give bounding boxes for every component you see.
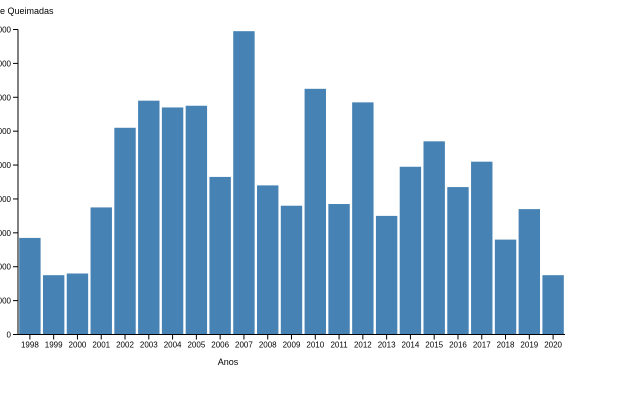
x-tick-label: 1998	[21, 341, 39, 350]
bar-2012	[352, 102, 374, 335]
x-tick-label: 2018	[497, 341, 515, 350]
bar-2001	[90, 207, 112, 335]
x-tick-label: 1999	[45, 341, 63, 350]
bar-2007	[233, 31, 255, 335]
y-tick-label: 000	[0, 26, 12, 35]
y-axis: 0000000000000000000000000000	[0, 26, 19, 340]
bar-2000	[66, 273, 89, 335]
x-tick-label: 2019	[520, 341, 538, 350]
bar-2011	[328, 204, 350, 335]
x-tick-label: 2004	[164, 341, 182, 350]
bar-2006	[209, 176, 231, 335]
x-tick-label: 2016	[449, 341, 467, 350]
y-tick-label: 000	[0, 161, 12, 170]
y-tick-label: 000	[0, 93, 12, 102]
y-tick-label: 000	[0, 127, 12, 136]
bars-group	[19, 31, 564, 335]
bar-2015	[423, 141, 445, 335]
y-tick-label: 000	[0, 297, 12, 306]
y-tick-label: 0	[7, 331, 12, 340]
x-tick-label: 2015	[425, 341, 443, 350]
x-tick-label: 2014	[402, 341, 420, 350]
x-tick-label: 2008	[259, 341, 277, 350]
y-tick-label: 000	[0, 263, 12, 272]
y-tick-label: 000	[0, 229, 12, 238]
x-tick-label: 2006	[211, 341, 229, 350]
x-tick-label: 2010	[306, 341, 324, 350]
bar-2004	[161, 107, 184, 335]
bar-2005	[185, 105, 208, 335]
x-tick-label: 2007	[235, 341, 253, 350]
bar-2009	[280, 205, 303, 335]
bar-2020	[542, 275, 564, 335]
bar-2002	[114, 127, 136, 335]
bar-2019	[518, 209, 541, 335]
bar-2014	[399, 166, 422, 335]
bar-2017	[471, 161, 493, 335]
bar-2016	[447, 187, 469, 335]
x-tick-label: 2011	[330, 341, 348, 350]
bar-2008	[257, 185, 279, 335]
x-tick-label: 2005	[187, 341, 205, 350]
bar-1999	[42, 275, 65, 335]
x-tick-label: 2003	[140, 341, 158, 350]
bar-2010	[304, 88, 326, 335]
bar-2018	[494, 239, 517, 335]
x-tick-label: 2000	[69, 341, 87, 350]
x-tick-label: 2009	[283, 341, 301, 350]
y-axis-title: e Queimadas	[0, 6, 54, 16]
y-tick-label: 000	[0, 195, 12, 204]
x-axis-title: Anos	[218, 357, 239, 367]
x-tick-label: 2001	[92, 341, 110, 350]
bar-1998	[19, 237, 41, 335]
x-axis: 1998 1999 2000 2001 2002 2003 2004 2005 2006 2007…	[18, 334, 565, 350]
y-tick-label: 000	[0, 59, 12, 68]
x-tick-label: 2017	[473, 341, 491, 350]
x-tick-label: 2013	[378, 341, 396, 350]
bar-2013	[375, 215, 398, 335]
bar-2003	[138, 100, 160, 335]
x-tick-label: 2020	[544, 341, 562, 350]
x-tick-label: 2012	[354, 341, 372, 350]
x-tick-label: 2002	[116, 341, 134, 350]
